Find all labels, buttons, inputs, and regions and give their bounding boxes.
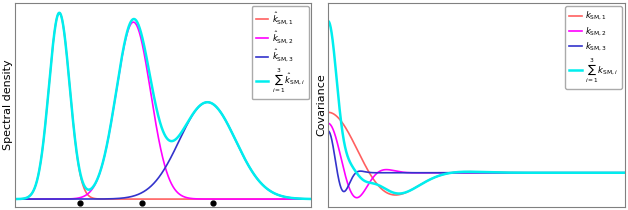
Y-axis label: Covariance: Covariance: [317, 74, 327, 136]
Y-axis label: Spectral density: Spectral density: [4, 60, 13, 150]
Legend: $\hat{k}_{\mathrm{SM},1}$, $\hat{k}_{\mathrm{SM},2}$, $\hat{k}_{\mathrm{SM},3}$,: $\hat{k}_{\mathrm{SM},1}$, $\hat{k}_{\ma…: [252, 6, 309, 99]
Legend: $k_{\mathrm{SM},1}$, $k_{\mathrm{SM},2}$, $k_{\mathrm{SM},3}$, $\sum_{i=1}^{3} k: $k_{\mathrm{SM},1}$, $k_{\mathrm{SM},2}$…: [565, 6, 622, 89]
